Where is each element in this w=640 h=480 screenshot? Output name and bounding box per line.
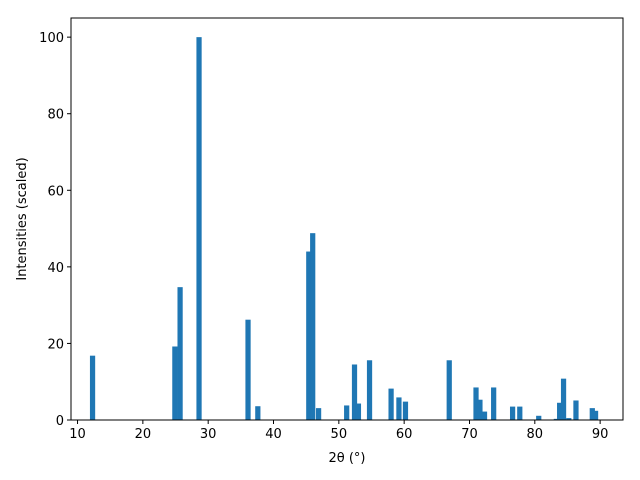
bar	[310, 233, 316, 420]
bar	[517, 406, 523, 420]
bar	[388, 388, 394, 420]
bar	[446, 360, 452, 420]
bar	[477, 399, 483, 420]
bar	[344, 405, 350, 420]
x-tick-label: 60	[396, 427, 413, 442]
bars-layer	[89, 37, 599, 421]
bar	[536, 415, 542, 420]
y-tick-label: 20	[47, 337, 64, 352]
x-tick-label: 80	[527, 427, 544, 442]
bar	[177, 287, 183, 420]
x-tick-label: 50	[331, 427, 348, 442]
bar	[396, 397, 402, 420]
bar	[172, 346, 178, 420]
bar	[315, 408, 322, 420]
bar	[402, 401, 409, 420]
bar	[481, 411, 488, 420]
x-tick-label: 10	[69, 427, 86, 442]
bar	[491, 387, 497, 420]
bar	[245, 319, 251, 420]
x-axis-label: 2θ (°)	[328, 451, 365, 466]
y-tick-label: 80	[47, 108, 64, 123]
x-tick-label: 70	[461, 427, 478, 442]
bar	[553, 418, 559, 420]
bar	[560, 378, 567, 420]
bar	[255, 406, 261, 420]
plot-frame	[70, 17, 624, 421]
y-axis-label: Intensities (scaled)	[15, 157, 30, 280]
x-tick-label: 20	[135, 427, 152, 442]
bar	[509, 406, 516, 420]
bar	[355, 403, 362, 420]
x-tick-label: 40	[265, 427, 282, 442]
bar	[592, 410, 599, 420]
x-tick-label: 90	[592, 427, 609, 442]
bar	[573, 400, 579, 420]
bar	[589, 408, 595, 420]
y-tick-label: 100	[39, 31, 64, 46]
bar	[366, 360, 373, 420]
y-tick-label: 60	[47, 184, 64, 199]
x-tick-label: 30	[200, 427, 217, 442]
bar	[196, 37, 202, 421]
y-tick-label: 0	[56, 414, 64, 429]
bar	[473, 387, 479, 420]
bar	[557, 402, 563, 420]
ticks-layer: 10 20 30 40 50 60 70 80 90 0 20 40 60 80 100	[39, 31, 608, 442]
bar	[89, 355, 96, 420]
bar	[306, 251, 312, 420]
bar	[351, 364, 358, 420]
bar	[566, 418, 572, 420]
y-tick-label: 40	[47, 261, 64, 276]
